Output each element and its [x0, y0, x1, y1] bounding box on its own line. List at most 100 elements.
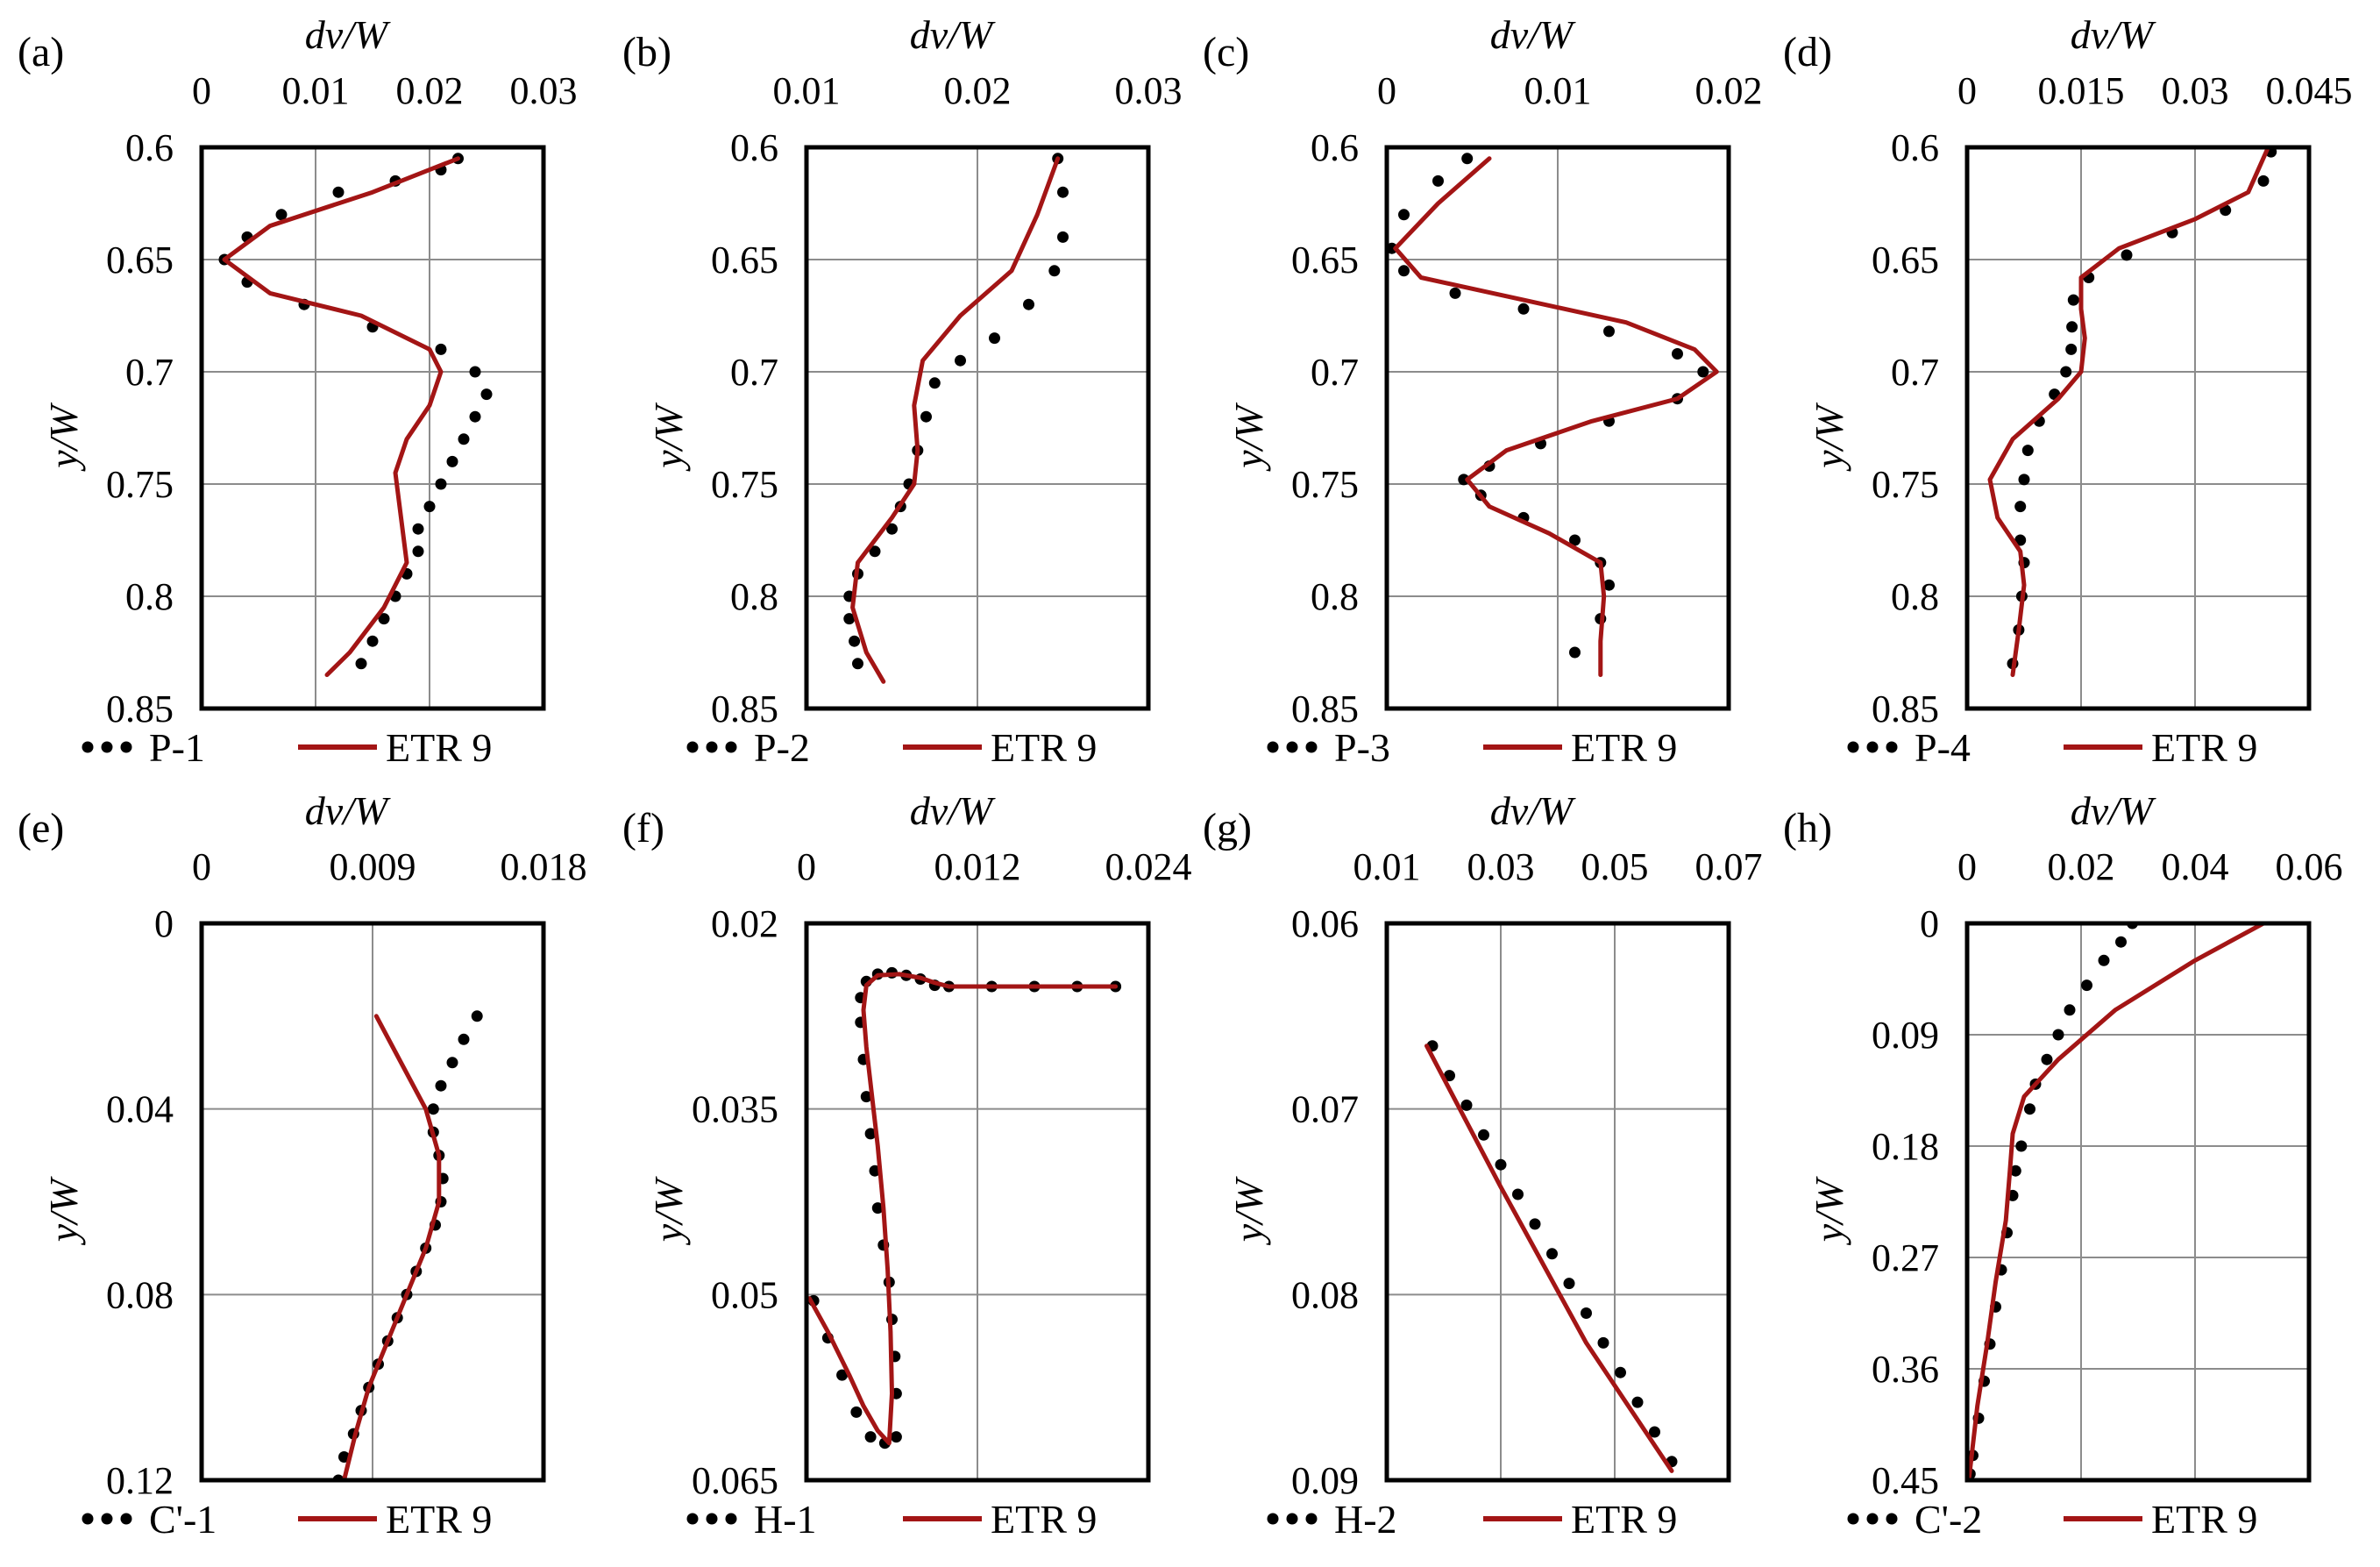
legend-dots-marker: [1267, 741, 1279, 753]
legend: P-4 ETR 9: [1847, 725, 2257, 770]
panel-label: (c): [1203, 29, 1249, 75]
panel-h: 0 0.02 0.04 0.06 0 0.09 0.18 0.27 0.36 0.45 dv/W y/…: [1783, 788, 2343, 1542]
series-line-etr9: [1987, 147, 2270, 678]
panel-g: 0.01 0.03 0.05 0.07 0.06 0.07 0.08 0.09 dv/W y/W (…: [1203, 788, 1763, 1542]
y-tick-label: 0.7: [1311, 351, 1359, 394]
data-point-p1: [480, 388, 493, 401]
panel-label: (e): [18, 805, 64, 851]
y-tick-label: 0.75: [1291, 463, 1359, 506]
x-tick-label: 0: [1377, 69, 1396, 112]
legend: H-1 ETR 9: [686, 1497, 1097, 1542]
x-tick-label: 0.01: [773, 69, 841, 112]
legend-label-measured: H-1: [754, 1497, 817, 1542]
series-line-etr9: [806, 972, 1119, 1446]
legend-dots-marker: [101, 1513, 113, 1525]
panel-f: 0 0.012 0.024 0.02 0.035 0.05 0.065 dv/W y/W (f) H…: [622, 788, 1192, 1542]
series-line-etr9: [1424, 1043, 1674, 1473]
plot-frame: [804, 921, 1151, 1483]
legend-dots-marker: [1286, 1513, 1298, 1525]
legend-dots-marker: [1847, 741, 1859, 753]
data-point-h1: [850, 1406, 863, 1418]
y-tick-label: 0.7: [125, 351, 174, 394]
data-point-p1: [435, 343, 447, 355]
panel-label: (b): [622, 29, 671, 75]
legend-label-model: ETR 9: [386, 725, 492, 770]
y-axis-title: y/W: [1226, 1176, 1271, 1245]
data-point-h2: [1615, 1366, 1626, 1378]
y-tick-label: 0.12: [106, 1459, 174, 1502]
series-line-etr9: [222, 156, 460, 678]
x-tick-label: 0.02: [2048, 845, 2115, 888]
data-point-h2: [1495, 1158, 1507, 1171]
y-tick-label: 0.7: [1891, 351, 1939, 394]
x-tick-label: 0.01: [1353, 845, 1421, 888]
legend-dots-marker: [706, 741, 718, 753]
data-point-p4: [2067, 294, 2079, 306]
y-tick-label: 0.85: [1872, 687, 1939, 730]
x-tick-label: 0.07: [1695, 845, 1763, 888]
x-tick-label: 0.045: [2266, 69, 2353, 112]
data-point-p1: [469, 410, 481, 423]
legend-label-measured: H-2: [1334, 1497, 1397, 1542]
legend-label-model: ETR 9: [386, 1497, 492, 1542]
data-point-p3: [1569, 646, 1581, 659]
y-tick-label: 0.6: [125, 126, 174, 169]
series-line-etr9: [850, 156, 1061, 684]
plot-frame: [1964, 921, 2312, 1483]
y-tick-label: 0.8: [730, 575, 778, 618]
y-tick-label: 0.65: [106, 239, 174, 281]
x-tick-label: 0.03: [510, 69, 578, 112]
legend: C'-2 ETR 9: [1847, 1497, 2257, 1542]
x-tick-label: 0.018: [501, 845, 587, 888]
y-tick-label: 0.07: [1291, 1088, 1359, 1131]
data-point-p1: [275, 209, 288, 221]
data-point-c2: [2098, 954, 2110, 966]
legend: P-3 ETR 9: [1267, 725, 1677, 770]
y-tick-label: 0.45: [1872, 1459, 1939, 1502]
data-point-c2: [2024, 1103, 2035, 1115]
legend-dots-marker: [686, 1513, 699, 1525]
data-point-p2: [1048, 265, 1061, 277]
legend-label-measured: P-2: [754, 725, 810, 770]
data-point-h2: [1512, 1188, 1524, 1200]
legend-dots-marker: [1886, 741, 1898, 753]
data-point-p1: [355, 658, 367, 670]
data-point-p3: [1697, 366, 1709, 378]
x-axis-title: dv/W: [1490, 12, 1576, 57]
legend-dots-marker: [1305, 741, 1318, 753]
y-tick-label: 0: [154, 902, 174, 945]
y-tick-label: 0.65: [711, 239, 778, 281]
legend-dots-marker: [82, 1513, 94, 1525]
y-tick-label: 0.05: [711, 1273, 778, 1316]
y-axis-title: y/W: [646, 1176, 691, 1245]
data-point-p3: [1449, 287, 1461, 299]
data-point-h2: [1478, 1129, 1489, 1141]
legend: P-2 ETR 9: [686, 725, 1097, 770]
x-axis-title: dv/W: [2071, 788, 2156, 833]
x-axis-title: dv/W: [305, 12, 391, 57]
y-axis-title: y/W: [646, 402, 691, 472]
legend-label-model: ETR 9: [1571, 1497, 1677, 1542]
y-axis-title: y/W: [1226, 402, 1271, 472]
data-point-h2: [1563, 1278, 1575, 1290]
legend-label-measured: P-4: [1915, 725, 1971, 770]
x-axis-title: dv/W: [2071, 12, 2156, 57]
data-point-p3: [1461, 153, 1474, 165]
y-tick-label: 0.035: [692, 1088, 778, 1131]
data-point-p2: [1023, 298, 1034, 310]
plot-frame: [199, 145, 546, 711]
x-tick-label: 0.012: [934, 845, 1021, 888]
data-point-c2: [2064, 1004, 2076, 1016]
x-tick-label: 0.015: [2038, 69, 2125, 112]
legend-dots-marker: [725, 1513, 737, 1525]
data-point-p1: [469, 366, 481, 378]
data-point-h2: [1597, 1336, 1609, 1349]
data-point-p4: [2121, 249, 2133, 261]
data-point-c2: [2009, 1165, 2021, 1177]
data-point-p3: [1386, 242, 1398, 254]
data-point-p1: [458, 433, 470, 445]
y-axis-title: y/W: [41, 402, 86, 472]
data-point-h2: [1529, 1218, 1541, 1230]
x-tick-label: 0.02: [1695, 69, 1763, 112]
data-point-p4: [2021, 445, 2034, 457]
